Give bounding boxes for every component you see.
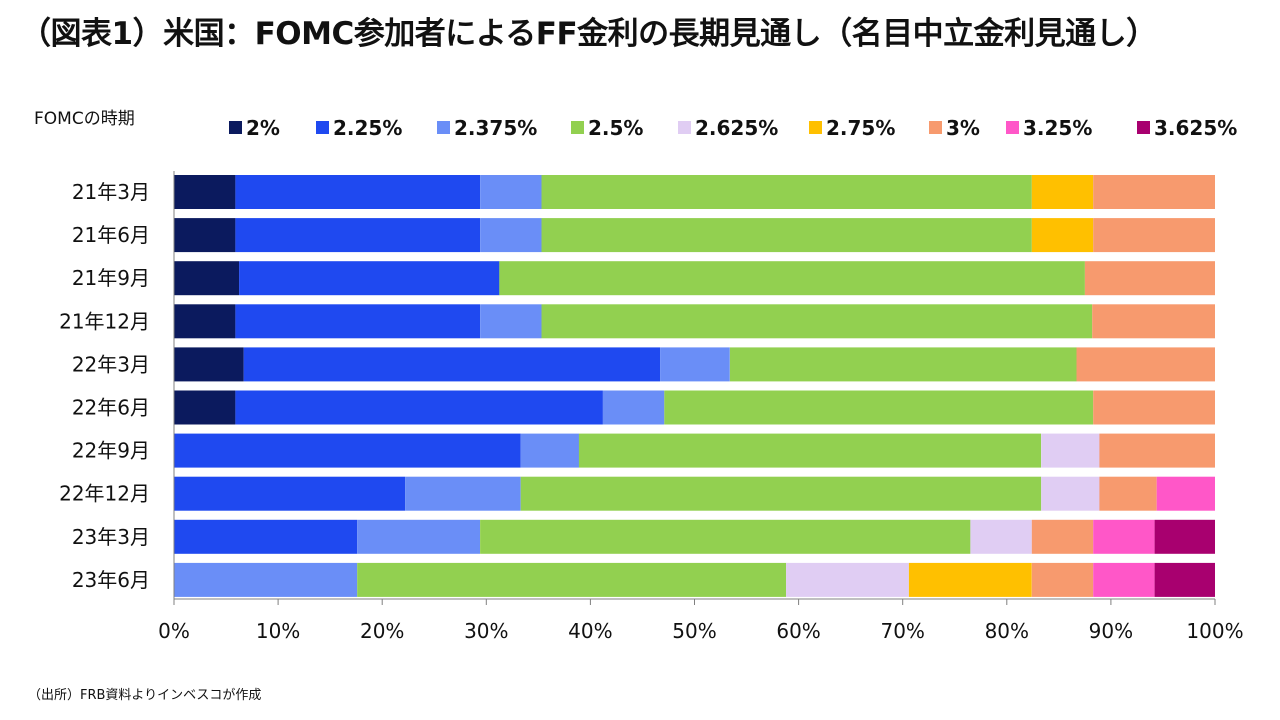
legend-label: 3.625% [1154,116,1237,140]
bar-segment [1154,519,1215,554]
x-tick-label: 0% [158,619,190,643]
legend-swatch [316,121,329,134]
legend-label: 2.25% [333,116,402,140]
bar-segment [786,562,909,597]
bar-segment [1093,390,1215,425]
bar-segment [357,562,787,597]
legend-label: 3% [946,116,980,140]
bar-segment [243,347,661,382]
bar-segment [660,347,730,382]
bar-segment [1099,433,1215,468]
category-label: 22年6月 [72,396,150,420]
bar-segment [480,218,542,253]
bar-segment [520,476,1042,511]
bar-segment [578,433,1042,468]
x-tick-label: 80% [985,619,1029,643]
legend-swatch [809,121,822,134]
category-label: 23年6月 [72,568,150,592]
bar-segment [235,390,603,425]
bar-segment [1099,476,1157,511]
bar-segment [480,304,542,339]
category-axis-label: FOMCの時期 [34,109,135,129]
bar-segment [541,218,1032,253]
bar-segment [235,175,480,209]
bar-segment [480,519,971,554]
category-label: 21年6月 [72,223,150,247]
x-tick-label: 70% [880,619,924,643]
bar-segment [1031,562,1094,597]
bar-segment [174,175,236,209]
bar-segment [1093,562,1155,597]
bar-segment [405,476,521,511]
bar-segment [1093,519,1155,554]
bar-segment [1031,519,1094,554]
bar-segment [1076,347,1215,382]
category-label: 21年12月 [59,309,150,333]
category-label: 21年3月 [72,180,150,204]
bar-segment [520,433,579,468]
category-label: 22年12月 [59,482,150,506]
x-tick-label: 60% [776,619,820,643]
legend-swatch [929,121,942,134]
legend-label: 2% [246,116,280,140]
bar-segment [235,304,480,339]
x-tick-label: 100% [1186,619,1243,643]
bar-segment [1031,218,1094,253]
bar-segment [1093,218,1215,253]
bar-segment [499,261,1085,296]
bar-segment [1031,175,1094,209]
bar-segment [174,562,358,597]
x-tick-label: 10% [256,619,300,643]
bar-segment [1092,304,1215,339]
x-tick-label: 30% [464,619,508,643]
bar-segment [174,519,358,554]
bar-segment [174,476,406,511]
bar-segment [239,261,500,296]
legend-swatch [437,121,450,134]
legend-swatch [571,121,584,134]
category-label: 21年9月 [72,266,150,290]
bar-segment [602,390,665,425]
category-label: 22年9月 [72,439,150,463]
bar-segment [664,390,1094,425]
bar-segment [729,347,1077,382]
bar-segment [235,218,480,253]
bar-segment [970,519,1032,554]
bar-segment [908,562,1032,597]
bar-segment [1084,261,1215,296]
bar-segment [1041,476,1100,511]
x-tick-label: 40% [568,619,612,643]
legend-swatch [1006,121,1019,134]
bar-segment [174,433,521,468]
bar-segment [1093,175,1215,209]
legend-label: 2.625% [695,116,778,140]
bar-segment [480,175,542,209]
bar-segment [1154,562,1215,597]
x-tick-label: 20% [360,619,404,643]
legend-label: 2.75% [826,116,895,140]
legend-swatch [1137,121,1150,134]
category-label: 22年3月 [72,352,150,376]
source-note: （出所）FRB資料よりインベスコが作成 [28,688,262,703]
x-tick-label: 50% [672,619,716,643]
bar-segment [174,218,236,253]
bar-segment [541,175,1032,209]
bar-segment [174,261,240,296]
bar-segment [357,519,480,554]
bar-segment [1041,433,1100,468]
bar-segment [174,304,236,339]
legend-swatch [229,121,242,134]
legend-label: 2.5% [588,116,643,140]
x-tick-label: 90% [1089,619,1133,643]
legend-label: 3.25% [1023,116,1092,140]
bar-segment [174,390,236,425]
category-label: 23年3月 [72,525,150,549]
chart-title: （図表1）米国：FOMC参加者によるFF金利の長期見通し（名目中立金利見通し） [20,16,1157,52]
legend-label: 2.375% [454,116,537,140]
bar-segment [541,304,1093,339]
bar-segment [1156,476,1215,511]
bar-segment [174,347,244,382]
legend-swatch [678,121,691,134]
